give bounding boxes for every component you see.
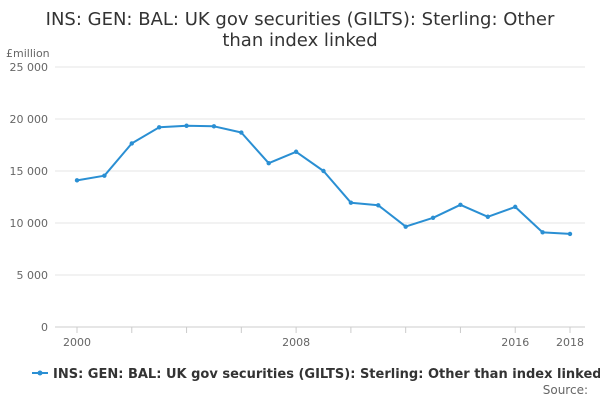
x-tick-label: 2016 xyxy=(501,336,529,349)
legend: INS: GEN: BAL: UK gov securities (GILTS)… xyxy=(32,367,600,382)
x-axis: 2000 2008 2016 2018 xyxy=(55,326,585,349)
gridlines xyxy=(55,66,585,276)
data-point xyxy=(458,202,463,207)
y-tick-label: 5 000 xyxy=(17,269,49,282)
y-unit-label: £million xyxy=(6,47,50,60)
data-point xyxy=(430,215,436,220)
data-point xyxy=(74,178,80,183)
y-tick-label: 10 000 xyxy=(10,217,49,230)
chart-title-line-1: INS: GEN: BAL: UK gov securities (GILTS)… xyxy=(46,9,555,30)
legend-marker-swatch xyxy=(37,370,43,376)
data-point xyxy=(129,141,134,146)
source-label: Source: xyxy=(543,383,588,397)
data-point xyxy=(567,231,573,237)
data-point xyxy=(540,230,545,235)
data-point xyxy=(485,214,491,219)
y-tick-label: 0 xyxy=(41,321,48,334)
data-point xyxy=(239,130,244,135)
y-tick-label: 20 000 xyxy=(10,113,49,126)
data-point xyxy=(293,149,299,154)
data-point xyxy=(211,124,217,129)
data-point xyxy=(513,204,518,210)
legend-series-label: INS: GEN: BAL: UK gov securities (GILTS)… xyxy=(53,367,600,382)
x-tick-label: 2018 xyxy=(556,336,584,349)
y-tick-label: 25 000 xyxy=(10,61,49,74)
data-point xyxy=(184,123,189,128)
data-point xyxy=(403,224,408,229)
series-line xyxy=(76,124,571,235)
data-point xyxy=(102,173,107,178)
x-tick-label: 2000 xyxy=(63,336,91,349)
data-point xyxy=(348,200,354,205)
chart-title-line-2: than index linked xyxy=(222,30,377,51)
x-tick-label: 2008 xyxy=(282,336,310,349)
series-group xyxy=(74,123,573,237)
data-point xyxy=(156,125,162,130)
data-point xyxy=(266,161,271,166)
y-tick-label: 15 000 xyxy=(10,165,49,178)
y-axis-tick-labels: 0 5 000 10 000 15 000 20 000 25 000 xyxy=(10,61,49,334)
data-point xyxy=(376,203,381,208)
data-point xyxy=(321,168,326,174)
